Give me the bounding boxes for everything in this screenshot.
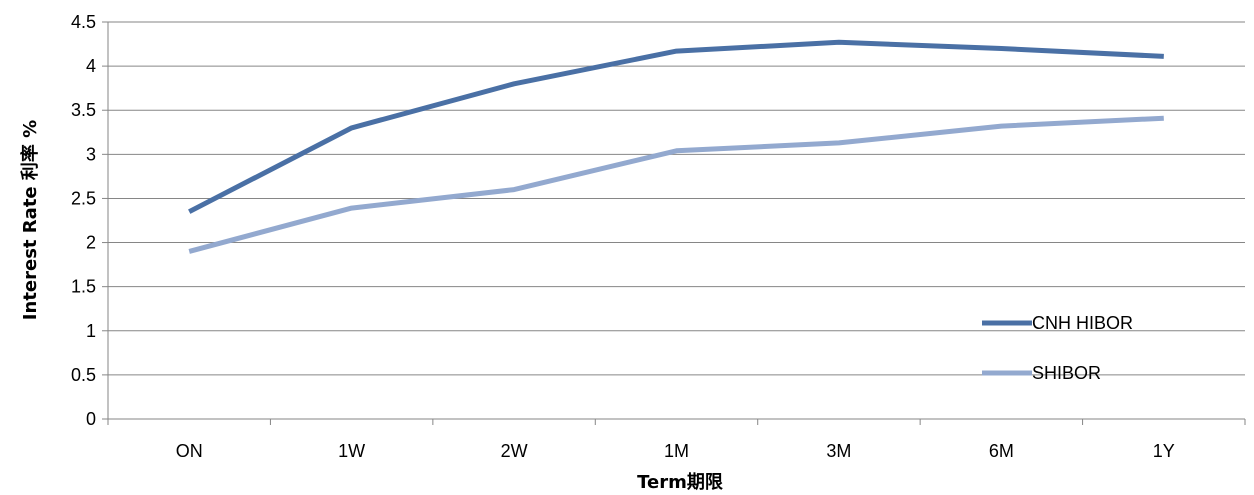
y-tick-label: 4.5 <box>71 12 96 32</box>
y-tick-label: 0 <box>86 409 96 429</box>
x-tick-label: 6M <box>989 441 1014 461</box>
y-tick-label: 3.5 <box>71 100 96 120</box>
series-lines <box>188 39 1164 254</box>
x-axis-ticks: ON 1W 2W 1M 3M 6M 1Y <box>107 419 1246 461</box>
x-tick-label: 1Y <box>1153 441 1175 461</box>
x-tick-label: 2W <box>501 441 528 461</box>
legend-label: CNH HIBOR <box>1032 313 1133 333</box>
y-tick-label: 0.5 <box>71 365 96 385</box>
y-tick-label: 2 <box>86 233 96 253</box>
x-tick-label: ON <box>176 441 203 461</box>
y-tick-label: 1.5 <box>71 277 96 297</box>
y-axis-title: Interest Rate 利率 % <box>19 120 41 320</box>
x-tick-label: 3M <box>826 441 851 461</box>
y-tick-label: 1 <box>86 321 96 341</box>
series-line-shibor <box>188 115 1164 254</box>
x-tick-label: 1W <box>338 441 365 461</box>
series-line-cnh-hibor <box>188 39 1164 214</box>
legend: CNH HIBOR SHIBOR <box>982 313 1133 383</box>
y-tick-label: 3 <box>86 144 96 164</box>
y-tick-label: 4 <box>86 56 96 76</box>
y-axis-ticks: 0 0.5 1 1.5 2 2.5 3 3.5 4 4.5 <box>71 12 108 429</box>
legend-label: SHIBOR <box>1032 363 1101 383</box>
x-tick-label: 1M <box>664 441 689 461</box>
y-tick-label: 2.5 <box>71 188 96 208</box>
x-axis-title: Term期限 <box>637 472 724 493</box>
